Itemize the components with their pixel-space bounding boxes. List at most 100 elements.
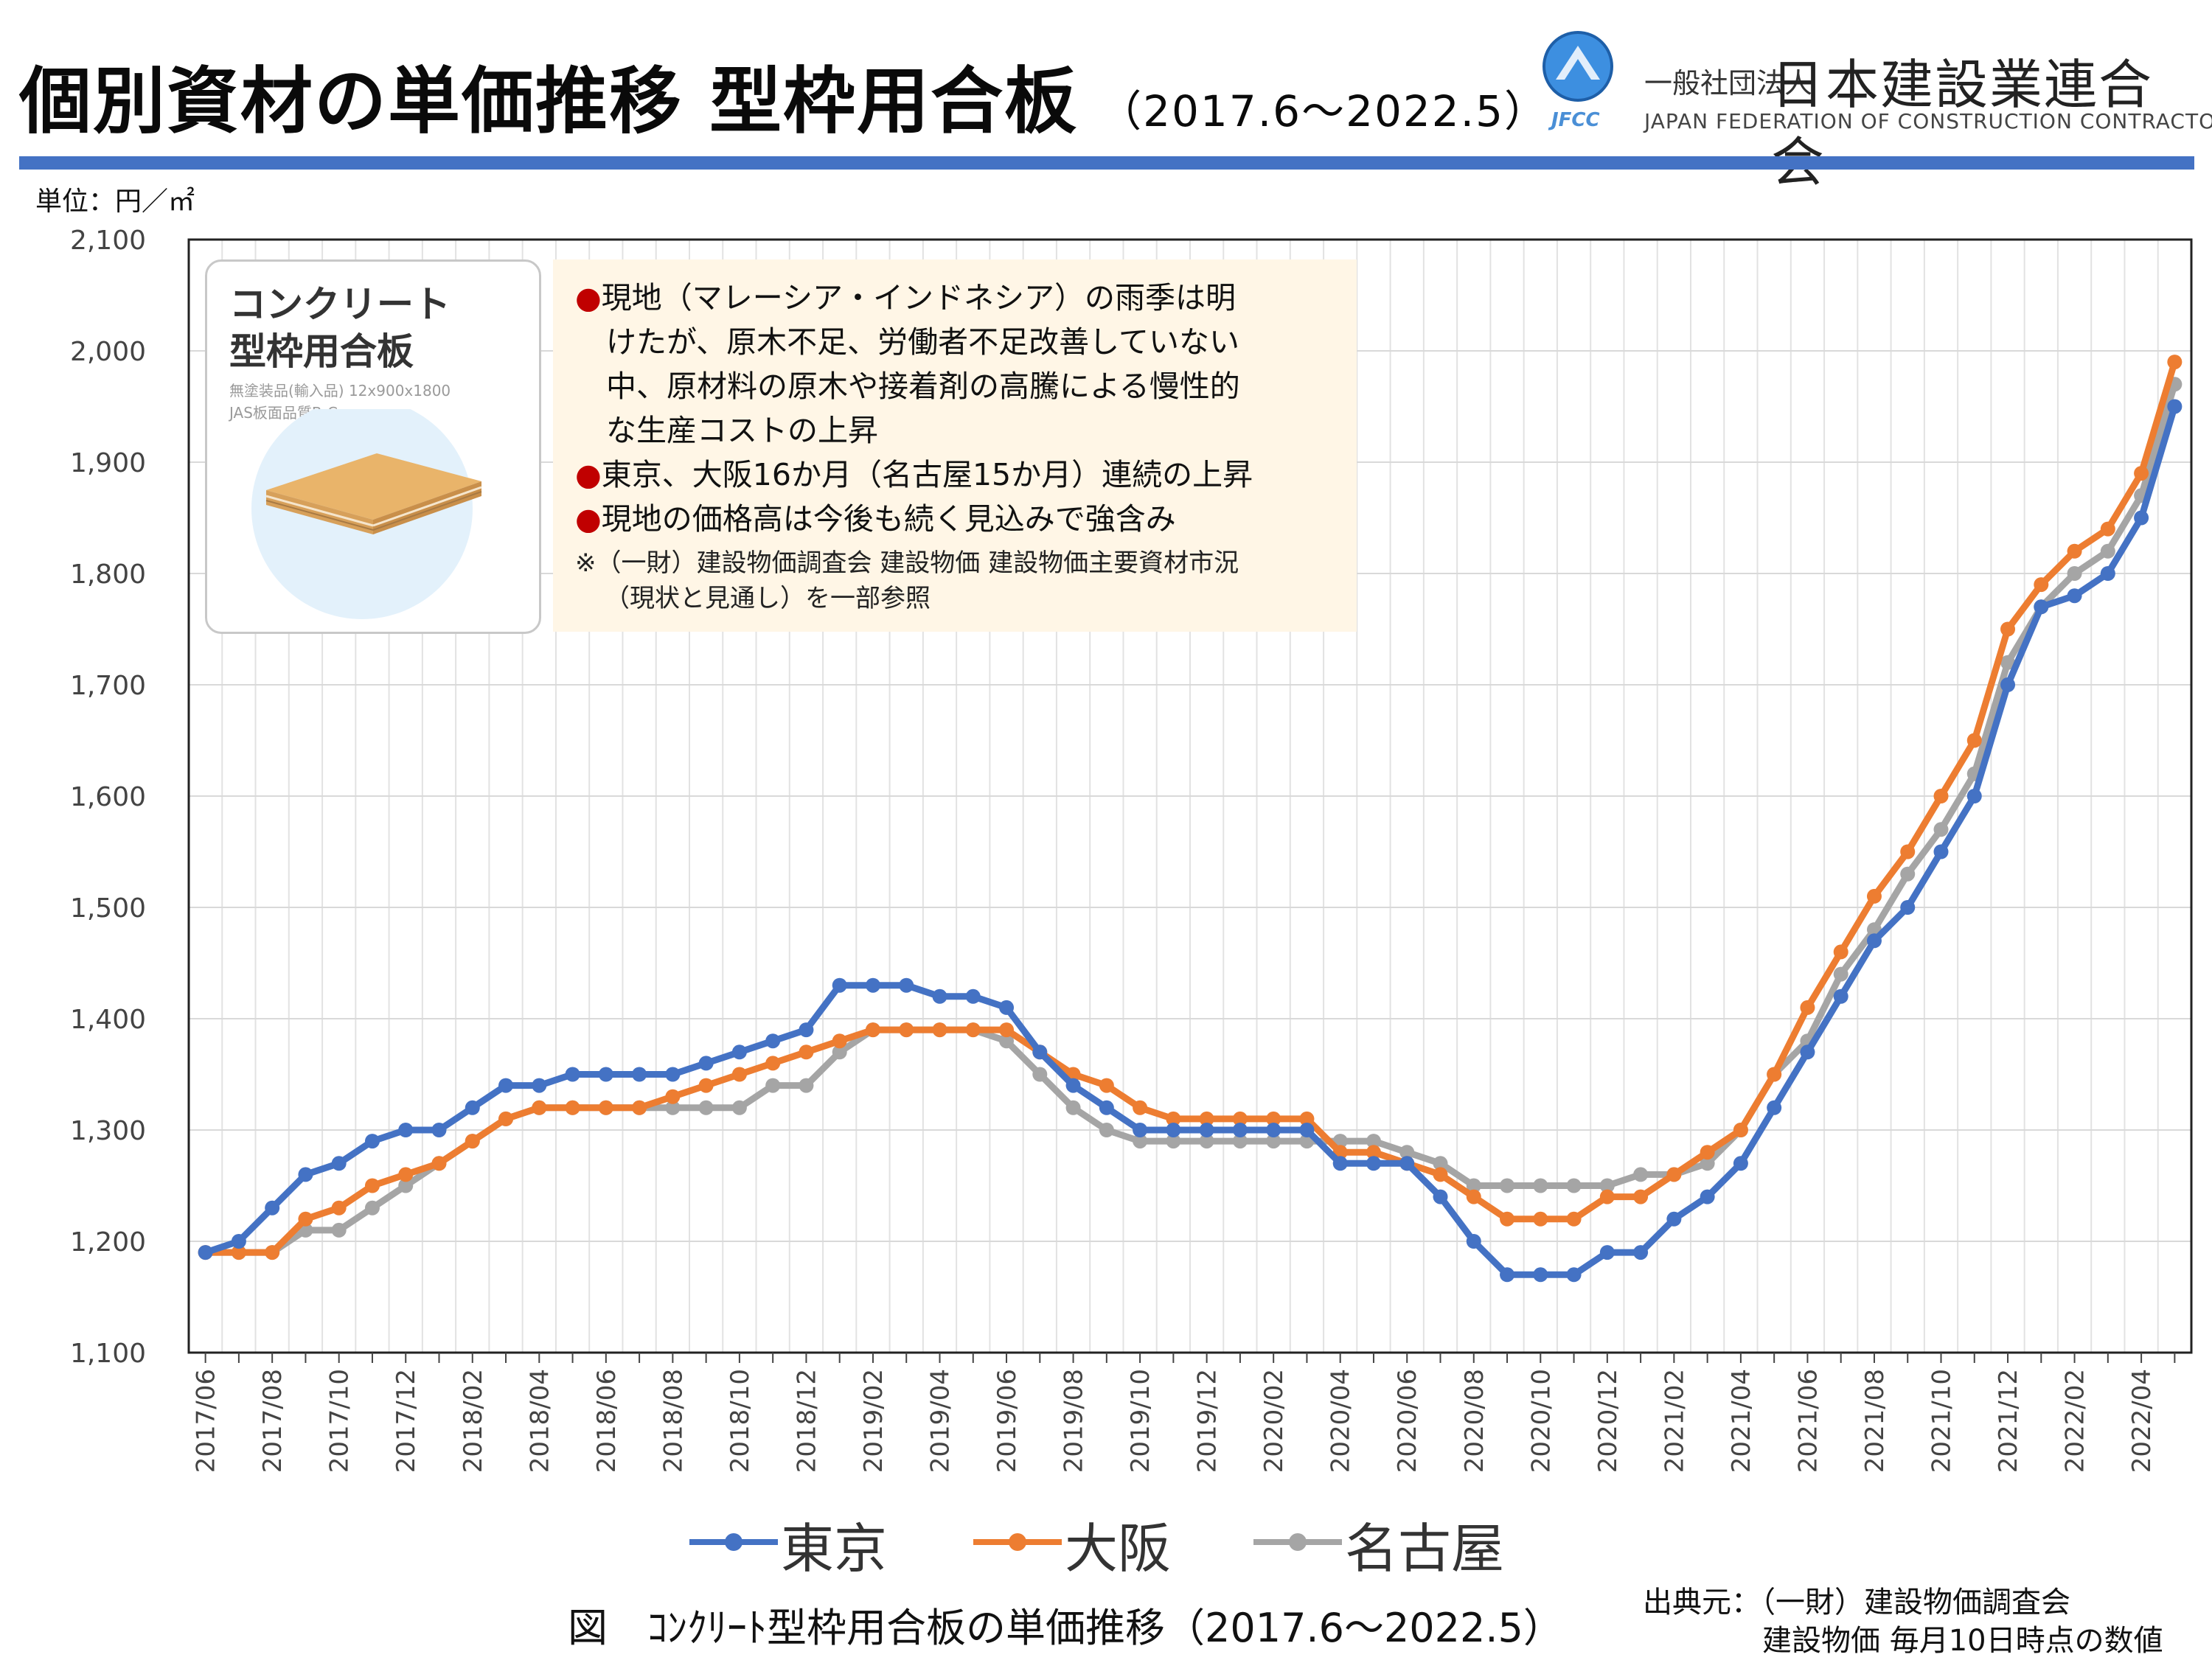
org-type-label: 一般社団法人 — [1644, 67, 1813, 100]
data-point-tokyo — [899, 977, 914, 993]
data-point-tokyo — [1900, 900, 1916, 915]
product-name-line2: 型枠用合板 — [229, 330, 414, 373]
data-point-tokyo — [498, 1078, 514, 1093]
data-point-nagoya — [1099, 1123, 1114, 1137]
y-tick-label: 2,000 — [70, 337, 146, 367]
data-point-tokyo — [2034, 599, 2049, 615]
data-point-osaka — [431, 1156, 447, 1171]
data-point-tokyo — [1433, 1189, 1448, 1204]
x-tick-label: 2020/08 — [1460, 1369, 1489, 1473]
data-point-tokyo — [431, 1123, 447, 1137]
data-point-osaka — [632, 1100, 647, 1115]
note-1-line1: 現地（マレーシア・インドネシア）の雨季は明 — [601, 280, 1236, 315]
data-point-tokyo — [1299, 1123, 1315, 1137]
x-tick-label: 2017/12 — [392, 1369, 421, 1473]
data-point-osaka — [1866, 888, 1882, 904]
product-spec: 無塗装品(輸入品) 12x900x1800 JAS板面品質B-C — [229, 380, 451, 424]
y-tick-label: 1,100 — [70, 1339, 146, 1369]
data-point-osaka — [498, 1111, 514, 1126]
x-tick-label: 2020/10 — [1526, 1369, 1556, 1473]
data-point-osaka — [1500, 1211, 1515, 1227]
data-point-nagoya — [1399, 1145, 1415, 1160]
x-tick-label: 2020/04 — [1326, 1369, 1356, 1473]
data-point-nagoya — [1833, 966, 1848, 982]
data-point-nagoya — [1199, 1134, 1214, 1149]
note-2-text: 東京、大阪16か月（名古屋15か月）連続の上昇 — [601, 457, 1253, 492]
data-point-osaka — [932, 1022, 947, 1038]
x-tick-label: 2017/10 — [325, 1369, 355, 1473]
data-point-osaka — [331, 1200, 347, 1216]
data-point-tokyo — [999, 1000, 1015, 1015]
x-tick-label: 2017/06 — [192, 1369, 221, 1473]
data-point-osaka — [2100, 521, 2115, 537]
legend-label-osaka: 大阪 — [1065, 1518, 1172, 1580]
source-line2: 建設物価 毎月10日時点の数値 — [1762, 1624, 2163, 1658]
data-point-osaka — [1232, 1111, 1248, 1126]
data-point-tokyo — [665, 1067, 681, 1082]
data-point-tokyo — [1466, 1234, 1481, 1249]
note-1-cont3: 中、原材料の原木や接着剤の高騰による慢性的 — [606, 369, 1240, 404]
data-point-osaka — [265, 1245, 280, 1260]
data-point-osaka — [832, 1033, 847, 1049]
x-tick-label: 2021/06 — [1793, 1369, 1823, 1473]
x-tick-label: 2021/12 — [1994, 1369, 2023, 1473]
data-point-tokyo — [1133, 1123, 1148, 1137]
x-tick-label: 2021/10 — [1927, 1369, 1957, 1473]
x-tick-label: 2021/04 — [1727, 1369, 1756, 1473]
data-point-osaka — [465, 1134, 480, 1149]
data-point-nagoya — [1065, 1100, 1081, 1115]
data-point-tokyo — [832, 977, 847, 993]
data-point-tokyo — [1065, 1078, 1081, 1093]
data-point-nagoya — [1133, 1134, 1148, 1149]
x-tick-label: 2020/02 — [1259, 1369, 1289, 1473]
data-point-nagoya — [398, 1178, 414, 1193]
x-tick-label: 2018/12 — [792, 1369, 821, 1473]
y-tick-label: 1,800 — [70, 559, 146, 590]
data-point-tokyo — [2067, 588, 2082, 604]
data-point-osaka — [1133, 1100, 1148, 1115]
y-tick-label: 1,300 — [70, 1116, 146, 1146]
data-point-tokyo — [1232, 1123, 1248, 1137]
y-tick-label: 1,200 — [70, 1227, 146, 1258]
note-1: ●現地（マレーシア・インドネシア）の雨季は明 — [575, 276, 1236, 320]
data-point-nagoya — [999, 1033, 1015, 1049]
data-point-osaka — [1466, 1189, 1481, 1204]
data-point-tokyo — [698, 1056, 714, 1071]
data-point-osaka — [1266, 1111, 1281, 1126]
data-point-tokyo — [1733, 1156, 1748, 1171]
data-point-tokyo — [765, 1033, 781, 1049]
x-tick-label: 2017/08 — [258, 1369, 288, 1473]
org-logo: JFCC 一般社団法人 日本建設業連合会 JAPAN FEDERATION OF… — [1534, 28, 2212, 193]
y-tick-label: 1,500 — [70, 893, 146, 924]
data-point-nagoya — [1633, 1167, 1649, 1182]
product-card: コンクリート 型枠用合板 無塗装品(輸入品) 12x900x1800 JAS板面… — [205, 259, 541, 634]
data-point-osaka — [1800, 1000, 1815, 1015]
data-point-tokyo — [598, 1067, 613, 1082]
figure-caption: 図 ｺﾝｸﾘｰﾄ型枠用合板の単価推移（2017.6～2022.5） — [568, 1605, 1563, 1651]
data-point-nagoya — [331, 1222, 347, 1238]
data-point-osaka — [1366, 1145, 1381, 1160]
data-point-nagoya — [1266, 1134, 1281, 1149]
data-point-osaka — [1966, 733, 1982, 748]
data-point-tokyo — [1599, 1245, 1615, 1260]
note-reference: ※（一財）建設物価調査会 建設物価 建設物価主要資材市況 （現状と見通し）を一部… — [575, 545, 1239, 616]
data-point-nagoya — [765, 1078, 781, 1093]
data-point-tokyo — [398, 1123, 414, 1137]
data-point-osaka — [665, 1089, 681, 1104]
x-tick-label: 2020/06 — [1393, 1369, 1422, 1473]
data-point-tokyo — [1767, 1100, 1782, 1115]
data-point-tokyo — [632, 1067, 647, 1082]
y-tick-label: 1,900 — [70, 448, 146, 478]
data-point-tokyo — [1332, 1156, 1348, 1171]
data-point-tokyo — [231, 1234, 246, 1249]
data-point-osaka — [799, 1045, 814, 1060]
data-point-tokyo — [1566, 1267, 1582, 1283]
x-tick-label: 2021/08 — [1860, 1369, 1890, 1473]
note-reference-line1: ※（一財）建設物価調査会 建設物価 建設物価主要資材市況 — [575, 548, 1239, 578]
data-point-osaka — [2067, 543, 2082, 559]
data-point-tokyo — [1099, 1100, 1114, 1115]
data-point-tokyo — [1833, 988, 1848, 1004]
x-tick-label: 2018/08 — [658, 1369, 688, 1473]
data-point-osaka — [2000, 621, 2016, 637]
